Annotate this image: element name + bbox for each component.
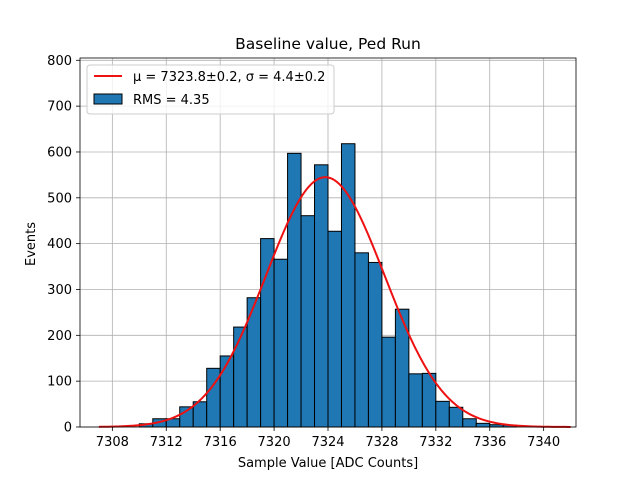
histogram-bar bbox=[287, 152, 302, 428]
y-tick-label: 800 bbox=[47, 54, 72, 69]
histogram-bar bbox=[273, 258, 289, 428]
legend-fit-label: μ = 7323.8±0.2, σ = 4.4±0.2 bbox=[133, 70, 325, 85]
x-tick-label: 7328 bbox=[365, 435, 398, 450]
legend-hist-label: RMS = 4.35 bbox=[133, 93, 210, 108]
x-tick-label: 7308 bbox=[96, 435, 129, 450]
chart-title: Baseline value, Ped Run bbox=[235, 35, 421, 53]
y-axis-label: Events bbox=[24, 222, 39, 266]
x-tick-label: 7324 bbox=[311, 435, 344, 450]
histogram-bar bbox=[462, 418, 477, 428]
y-tick-label: 400 bbox=[47, 237, 72, 252]
histogram-bar bbox=[367, 261, 383, 428]
x-tick-label: 7312 bbox=[150, 435, 183, 450]
histogram-bar bbox=[340, 143, 356, 428]
histogram-bar bbox=[381, 336, 396, 428]
y-tick-label: 100 bbox=[47, 375, 72, 390]
y-axis-ticks: 0 100 200 300 400 500 600 700 800 bbox=[47, 54, 80, 436]
x-tick-label: 7340 bbox=[527, 435, 560, 450]
histogram-bar bbox=[260, 238, 275, 428]
legend: μ = 7323.8±0.2, σ = 4.4±0.2 RMS = 4.35 bbox=[86, 64, 335, 115]
y-tick-label: 0 bbox=[64, 421, 72, 436]
x-axis-ticks: 7308 7312 7316 7320 7324 7328 7332 7336 7340 bbox=[96, 427, 560, 450]
histogram-bar bbox=[435, 400, 450, 428]
histogram-bar bbox=[219, 355, 235, 428]
x-tick-label: 7336 bbox=[473, 435, 506, 450]
x-tick-label: 7316 bbox=[204, 435, 237, 450]
y-tick-label: 700 bbox=[47, 100, 72, 115]
histogram-bar bbox=[300, 215, 316, 428]
gaussian-fit-curve bbox=[98, 176, 571, 428]
histogram-bar bbox=[475, 422, 491, 428]
histogram-bar bbox=[394, 308, 410, 428]
x-tick-label: 7320 bbox=[258, 435, 291, 450]
histogram-bar bbox=[354, 252, 369, 428]
legend-box bbox=[86, 64, 335, 115]
histogram-bar bbox=[408, 373, 423, 428]
histogram-bar bbox=[448, 406, 464, 428]
y-tick-label: 500 bbox=[47, 191, 72, 206]
legend-hist-swatch bbox=[93, 93, 123, 105]
y-tick-label: 600 bbox=[47, 145, 72, 160]
histogram-bar bbox=[314, 164, 329, 428]
histogram-bar bbox=[327, 230, 342, 428]
x-tick-label: 7332 bbox=[419, 435, 452, 450]
y-tick-label: 300 bbox=[47, 283, 72, 298]
y-tick-label: 200 bbox=[47, 329, 72, 344]
histogram-bar bbox=[233, 326, 248, 428]
x-axis-label: Sample Value [ADC Counts] bbox=[238, 456, 418, 471]
